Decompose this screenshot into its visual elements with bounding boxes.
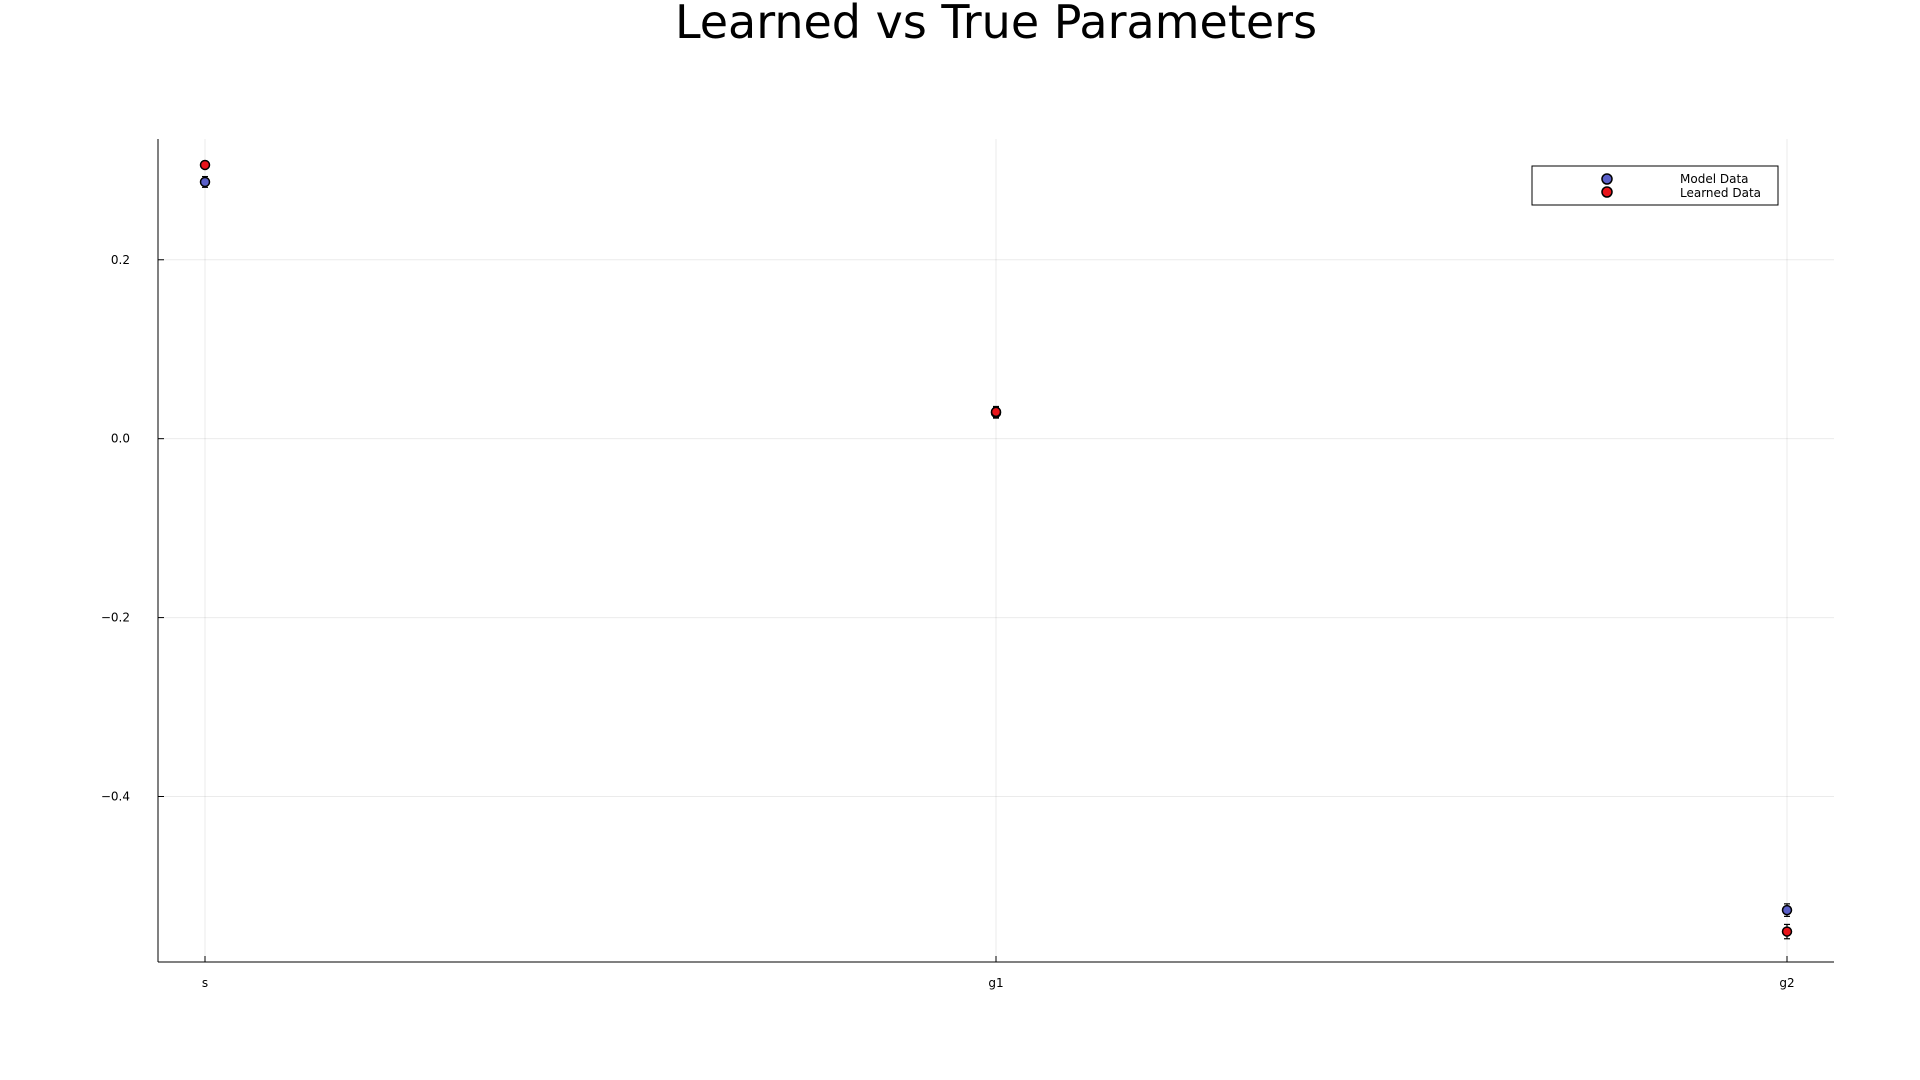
model-data-point xyxy=(1781,904,1793,916)
marks-layer xyxy=(199,159,1793,940)
y-tick-label: −0.4 xyxy=(101,790,130,804)
legend-marker-learned-data xyxy=(1601,186,1613,198)
learned-data-point xyxy=(990,406,1002,418)
legend-marker-model-data xyxy=(1601,173,1613,185)
y-tick-label: 0.2 xyxy=(111,253,130,267)
legend-label-learned-data: Learned Data xyxy=(1680,186,1761,200)
x-tick-label: g1 xyxy=(988,976,1003,990)
y-tick-label: 0.0 xyxy=(111,432,130,446)
x-tick-label: g2 xyxy=(1779,976,1794,990)
model-data-point xyxy=(199,176,211,188)
legend-label-model-data: Model Data xyxy=(1680,172,1749,186)
ticks-layer: 0.2 0.0 −0.2 −0.4 s g1 g2 xyxy=(101,253,1795,990)
learned-data-point xyxy=(1781,926,1793,937)
grid-layer xyxy=(158,139,1834,962)
legend: Model Data Learned Data xyxy=(1531,165,1779,206)
y-tick-label: −0.2 xyxy=(101,611,130,625)
learned-data-point xyxy=(199,159,211,171)
chart-title: Learned vs True Parameters xyxy=(675,0,1317,49)
x-tick-label: s xyxy=(202,976,208,990)
legend-box xyxy=(1531,165,1779,206)
